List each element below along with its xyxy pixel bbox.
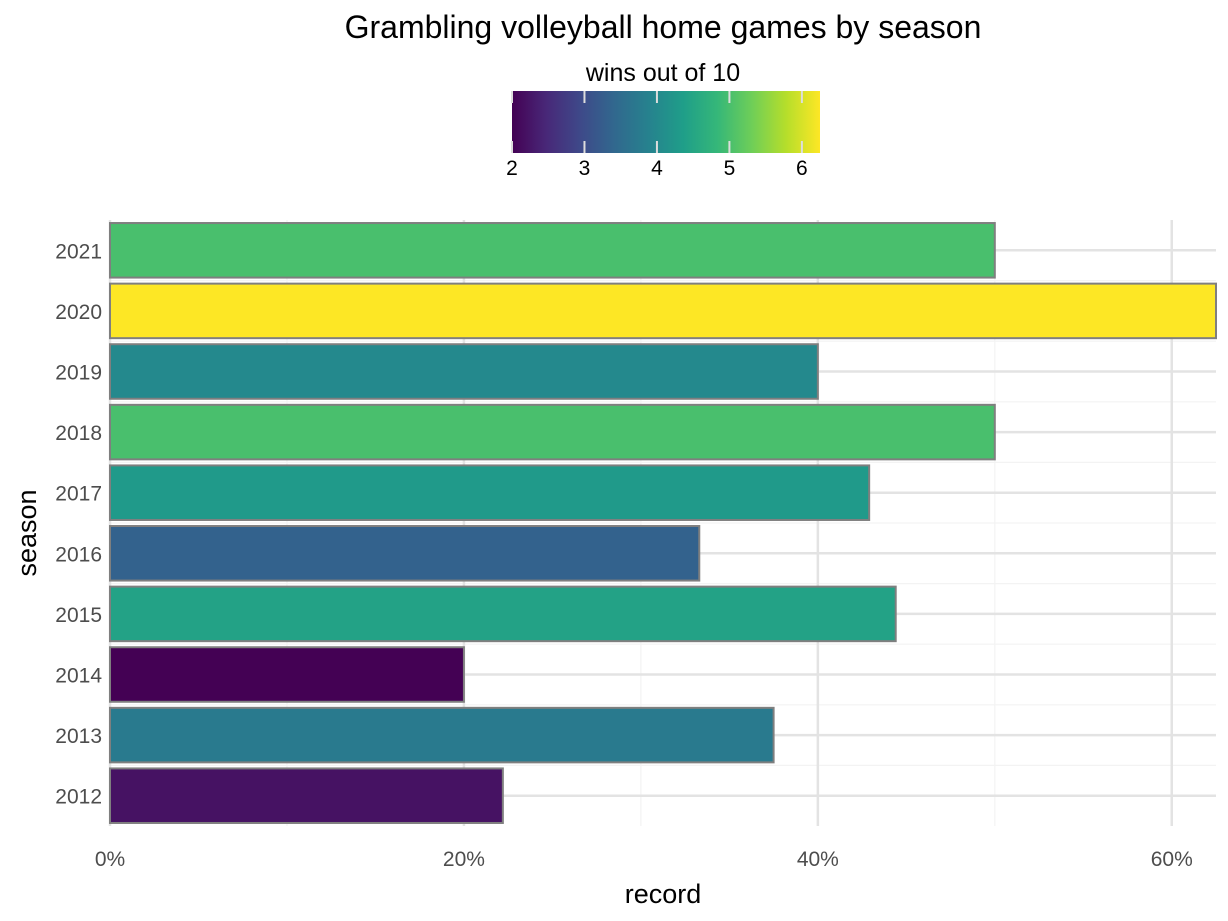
bar-2019 <box>109 343 819 400</box>
bar-2015 <box>109 585 897 643</box>
y-tick-label: 2015 <box>55 604 102 627</box>
y-tick-label: 2016 <box>55 543 102 566</box>
y-tick-label: 2012 <box>55 786 102 809</box>
legend-tick-label: 3 <box>579 157 591 180</box>
legend-tick-label: 5 <box>724 157 736 180</box>
bar-2016 <box>109 525 701 582</box>
y-tick-label: 2014 <box>55 665 102 688</box>
bars <box>109 222 1217 824</box>
bar-2021 <box>109 222 996 279</box>
y-tick-label: 2021 <box>55 240 102 263</box>
bar-2014 <box>109 646 465 703</box>
bar-2020 <box>109 282 1217 340</box>
bar-2012 <box>109 767 504 824</box>
x-tick-label: 20% <box>443 848 485 871</box>
legend-tick-label: 6 <box>796 157 808 180</box>
x-tick-label: 60% <box>1151 848 1193 871</box>
legend-ticks: 2 3 4 5 6 <box>506 91 808 180</box>
x-tick-labels: 0% 20% 40% 60% <box>95 848 1193 871</box>
legend-title: wins out of 10 <box>585 59 740 87</box>
y-axis-title: season <box>12 489 42 576</box>
x-tick-label: 0% <box>95 848 125 871</box>
chart-title: Grambling volleyball home games by seaso… <box>345 9 982 45</box>
legend-tick-label: 4 <box>651 157 663 180</box>
legend-colorbar <box>512 91 820 153</box>
bar-2013 <box>109 706 775 764</box>
y-tick-label: 2020 <box>55 301 102 324</box>
y-tick-label: 2018 <box>55 422 102 445</box>
bar-2017 <box>109 464 871 521</box>
y-tick-label: 2017 <box>55 483 102 506</box>
y-tick-label: 2013 <box>55 725 102 748</box>
bar-2018 <box>109 403 996 461</box>
x-tick-label: 40% <box>797 848 839 871</box>
legend-tick-label: 2 <box>506 157 518 180</box>
legend: wins out of 10 2 3 4 5 6 <box>506 59 820 180</box>
x-axis-title: record <box>625 879 702 909</box>
y-tick-labels: 2012 2013 2014 2015 2016 2017 2018 2019 2020 2021 <box>55 240 102 808</box>
y-tick-label: 2019 <box>55 362 102 385</box>
